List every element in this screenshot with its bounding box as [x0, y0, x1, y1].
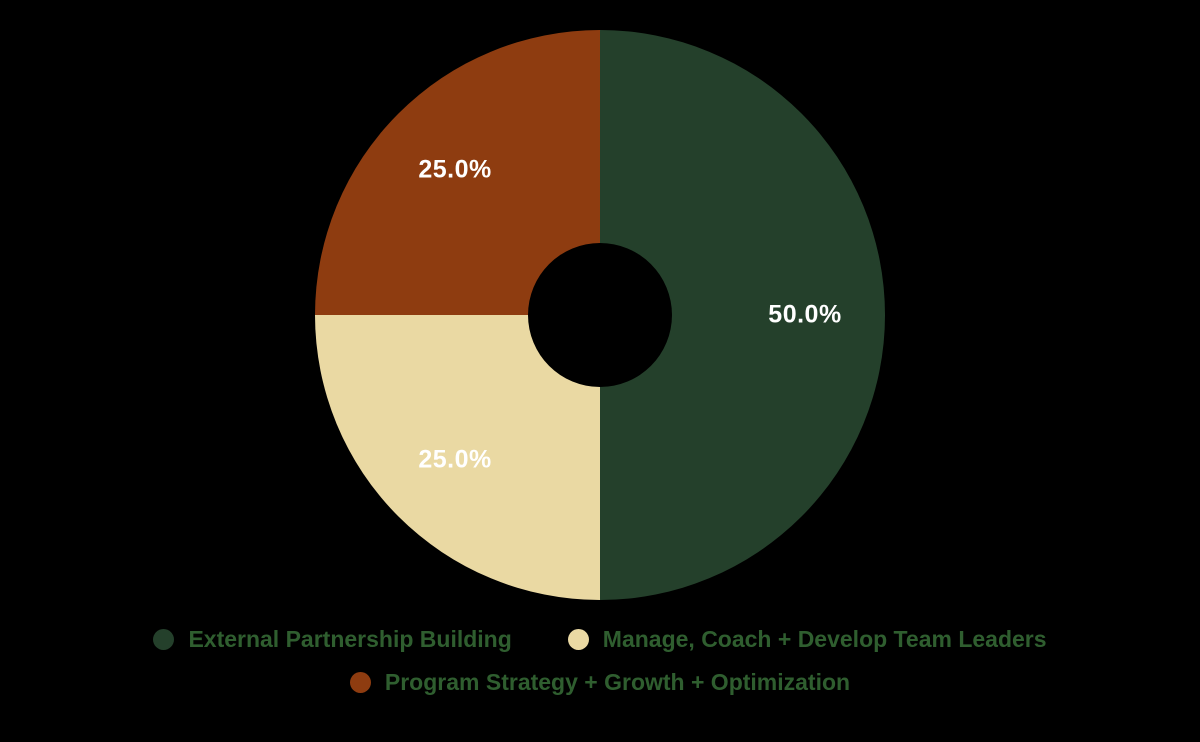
legend-label: Program Strategy + Growth + Optimization	[384, 669, 851, 695]
slice-percentage-label: 25.0%	[418, 155, 492, 184]
legend-label: Manage, Coach + Develop Team Leaders	[602, 626, 1047, 652]
legend-item: Manage, Coach + Develop Team Leaders	[567, 626, 1047, 653]
legend-item: Program Strategy + Growth + Optimization	[349, 669, 851, 696]
legend-dot-icon	[349, 672, 371, 693]
slice-percentage-label: 50.0%	[768, 300, 842, 329]
legend-label: External Partnership Building	[188, 626, 512, 652]
donut-hole	[528, 243, 672, 387]
legend-dot-icon	[567, 629, 589, 650]
legend: External Partnership Building Manage, Coa…	[0, 626, 1200, 696]
slice-percentage-label: 25.0%	[418, 445, 492, 474]
legend-dot-icon	[153, 629, 175, 650]
legend-item: External Partnership Building	[153, 626, 512, 653]
